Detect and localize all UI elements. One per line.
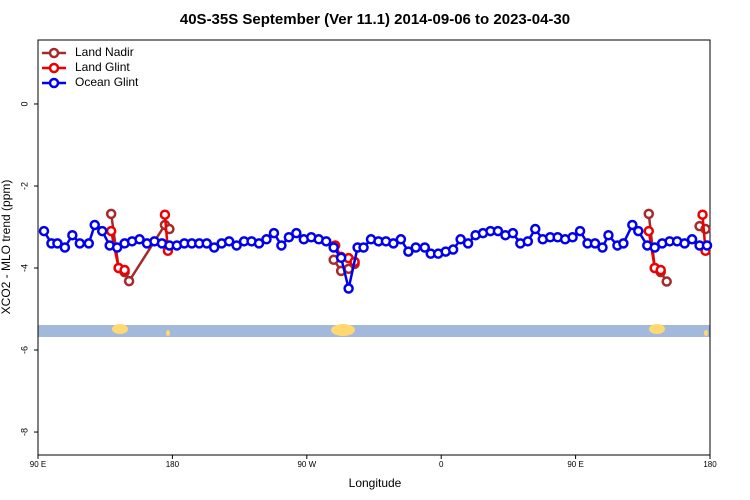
data-point xyxy=(455,234,466,245)
data-point xyxy=(38,225,50,237)
data-point xyxy=(261,234,272,245)
y-tick-label: -2 xyxy=(19,182,29,190)
data-point xyxy=(679,238,690,249)
data-point xyxy=(701,240,713,251)
data-point xyxy=(223,236,235,247)
data-point xyxy=(388,238,399,249)
legend-marker xyxy=(48,47,60,59)
data-point xyxy=(603,229,614,241)
data-point xyxy=(105,208,117,220)
data-point xyxy=(618,238,629,249)
plot-frame xyxy=(37,39,711,456)
data-point xyxy=(59,242,71,253)
data-point xyxy=(597,242,608,253)
data-point xyxy=(567,231,578,243)
data-point xyxy=(119,264,130,276)
map-strip xyxy=(38,324,710,337)
data-point xyxy=(522,236,534,247)
x-axis-label: Longitude xyxy=(349,476,402,490)
data-point xyxy=(74,238,86,249)
chart-title: 40S-35S September (Ver 11.1) 2014-09-06 … xyxy=(180,11,570,28)
data-point xyxy=(649,242,660,253)
data-point xyxy=(530,223,541,235)
data-point xyxy=(231,240,242,251)
data-point xyxy=(134,234,145,245)
data-point xyxy=(320,236,332,247)
data-point xyxy=(589,238,601,249)
x-tick-label: 90 E xyxy=(30,460,46,469)
data-point xyxy=(328,242,339,253)
data-point xyxy=(283,231,295,243)
data-point xyxy=(105,225,117,237)
data-point xyxy=(159,209,171,220)
data-point xyxy=(661,276,672,287)
data-point xyxy=(574,225,586,237)
data-point xyxy=(52,238,63,249)
legend-label: Land Glint xyxy=(75,60,130,74)
x-tick-label: 90 W xyxy=(297,460,316,469)
x-tick-label: 180 xyxy=(703,460,717,469)
y-tick-label: -6 xyxy=(19,346,29,354)
data-point xyxy=(627,219,638,231)
y-tick-label: 0 xyxy=(19,101,29,106)
data-point xyxy=(358,242,369,253)
x-tick-label: 90 E xyxy=(567,460,583,469)
x-tick-label: 180 xyxy=(166,460,180,469)
data-point xyxy=(343,283,354,294)
x-tick-label: 0 xyxy=(439,460,444,469)
legend-label: Land Nadir xyxy=(75,45,134,59)
data-point xyxy=(89,219,100,231)
legend-label: Ocean Glint xyxy=(75,75,139,89)
data-point xyxy=(83,238,95,249)
data-point xyxy=(395,234,407,245)
data-point xyxy=(276,240,287,251)
data-point xyxy=(507,227,519,239)
data-point xyxy=(96,225,108,237)
data-point xyxy=(697,209,708,220)
data-point xyxy=(335,252,347,264)
data-point xyxy=(655,264,666,276)
legend-marker xyxy=(48,77,60,89)
data-point xyxy=(462,238,474,249)
data-point xyxy=(643,208,655,220)
data-point xyxy=(123,275,135,287)
data-point xyxy=(403,246,414,257)
data-point xyxy=(201,238,212,249)
data-point xyxy=(208,242,220,253)
data-point xyxy=(291,227,302,239)
legend-marker xyxy=(48,62,60,74)
data-point xyxy=(633,225,644,237)
data-point xyxy=(447,244,459,255)
y-tick-label: -4 xyxy=(19,264,29,272)
data-point xyxy=(111,242,123,253)
data-point xyxy=(686,234,698,245)
data-point xyxy=(492,225,504,237)
data-point xyxy=(268,227,280,239)
y-tick-label: -8 xyxy=(19,428,29,436)
data-point xyxy=(643,225,655,237)
y-axis-label: XCO2 - MLO trend (ppm) xyxy=(0,180,13,315)
data-point xyxy=(410,242,422,253)
data-point xyxy=(67,229,78,241)
data-point xyxy=(253,238,265,249)
data-point xyxy=(419,242,431,253)
